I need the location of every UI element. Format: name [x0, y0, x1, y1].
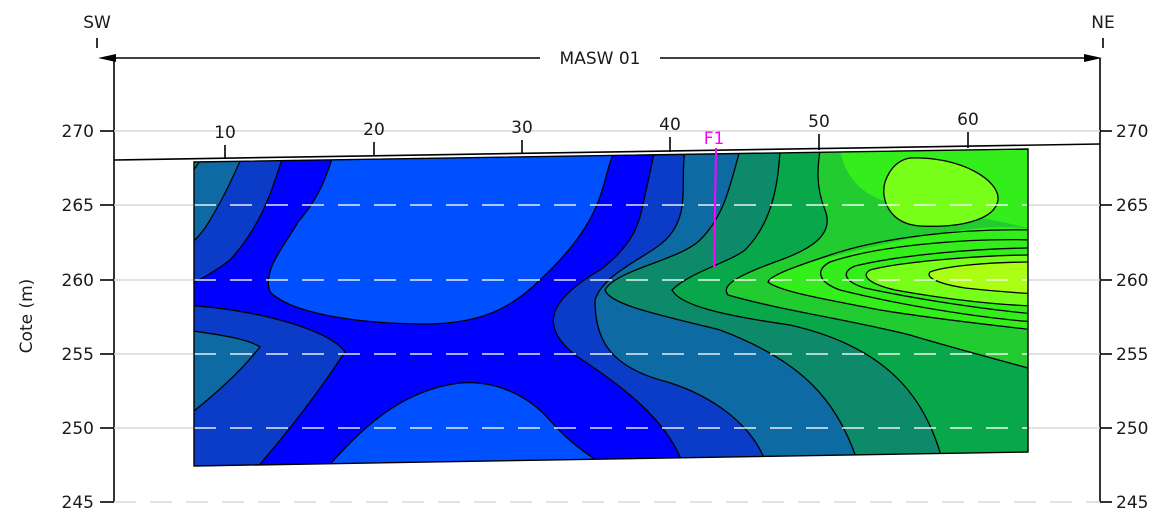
ground-surface-line [113, 143, 1101, 161]
profile-arrow [98, 54, 1102, 62]
y-axis-left: 270 265 260 255 250 245 [62, 122, 114, 513]
y-tick-label: 260 [1116, 271, 1148, 291]
left-direction-label: SW [83, 13, 111, 33]
y-tick-label: 265 [1116, 196, 1148, 216]
y-tick-label: 255 [62, 345, 94, 365]
band-left-lower-4 [194, 330, 260, 418]
inner-grid-lines [194, 204, 1028, 429]
contour-lines [194, 149, 1028, 466]
x-tick-label: 50 [808, 112, 830, 132]
y-axis-title: Cote (m) [17, 279, 37, 354]
y-tick-label: 270 [62, 122, 94, 142]
y-axis-right: 270 265 260 255 250 245 [1100, 122, 1148, 513]
y-tick-label: 250 [62, 419, 94, 439]
x-tick-label: 30 [511, 118, 533, 138]
x-tick-label: 10 [214, 123, 236, 143]
y-tick-label: 260 [62, 271, 94, 291]
x-tick-label: 60 [957, 110, 979, 130]
fault-line-f1 [713, 147, 717, 269]
y-tick-label: 265 [62, 196, 94, 216]
profile-title: MASW 01 [560, 49, 641, 69]
y-tick-label: 250 [1116, 419, 1148, 439]
right-direction-label: NE [1091, 13, 1114, 33]
band-left-upper-4 [194, 150, 245, 248]
y-tick-label: 245 [62, 493, 94, 510]
band-bubble [883, 157, 999, 227]
band-lower-core [325, 382, 612, 466]
x-axis: 10 20 30 40 50 60 [214, 110, 979, 158]
x-tick-label: 40 [659, 115, 681, 135]
x-tick-label: 20 [363, 120, 385, 140]
fault-label-f1: F1 [704, 129, 725, 149]
y-tick-label: 245 [1116, 493, 1148, 510]
velocity-contour-plot [194, 149, 1028, 466]
y-tick-label: 270 [1116, 122, 1148, 142]
section-outline [193, 148, 1029, 467]
y-tick-label: 255 [1116, 345, 1148, 365]
